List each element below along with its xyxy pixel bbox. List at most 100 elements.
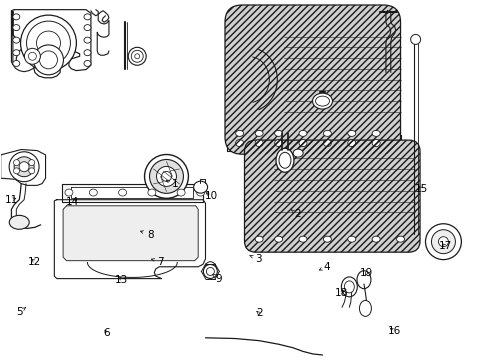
Ellipse shape <box>14 168 20 174</box>
Ellipse shape <box>119 189 126 196</box>
Ellipse shape <box>161 171 171 181</box>
Ellipse shape <box>347 140 355 147</box>
Text: 19: 19 <box>359 268 372 278</box>
FancyBboxPatch shape <box>244 140 419 252</box>
Ellipse shape <box>19 162 29 172</box>
Ellipse shape <box>13 24 20 31</box>
Ellipse shape <box>299 236 306 242</box>
Ellipse shape <box>177 189 185 196</box>
Ellipse shape <box>9 152 39 182</box>
Ellipse shape <box>89 189 97 196</box>
Ellipse shape <box>279 152 290 168</box>
Ellipse shape <box>13 37 20 43</box>
Ellipse shape <box>356 271 370 289</box>
Ellipse shape <box>371 130 379 136</box>
Text: 9: 9 <box>212 274 222 284</box>
Ellipse shape <box>359 300 371 316</box>
Text: 5: 5 <box>16 307 25 317</box>
Ellipse shape <box>147 189 156 196</box>
Ellipse shape <box>255 140 263 147</box>
Ellipse shape <box>13 60 20 67</box>
Ellipse shape <box>144 154 188 198</box>
Ellipse shape <box>235 140 243 147</box>
Ellipse shape <box>13 14 20 20</box>
Polygon shape <box>54 200 205 279</box>
Polygon shape <box>11 10 91 78</box>
Ellipse shape <box>84 14 91 20</box>
Text: 18: 18 <box>334 288 347 298</box>
Ellipse shape <box>14 157 34 177</box>
Text: 3: 3 <box>249 254 261 264</box>
Ellipse shape <box>341 277 357 297</box>
Ellipse shape <box>196 189 204 196</box>
Ellipse shape <box>128 47 146 65</box>
Ellipse shape <box>255 236 263 242</box>
Ellipse shape <box>84 37 91 43</box>
Ellipse shape <box>396 236 404 242</box>
Ellipse shape <box>135 54 140 59</box>
Text: 13: 13 <box>115 275 128 285</box>
Ellipse shape <box>255 130 263 136</box>
Ellipse shape <box>14 159 20 166</box>
Ellipse shape <box>28 52 36 60</box>
Ellipse shape <box>299 130 306 136</box>
Ellipse shape <box>131 50 143 62</box>
Polygon shape <box>0 149 45 185</box>
Polygon shape <box>13 12 65 72</box>
Ellipse shape <box>323 130 331 136</box>
Ellipse shape <box>20 15 76 71</box>
Polygon shape <box>71 187 193 198</box>
Ellipse shape <box>65 189 73 196</box>
Text: 6: 6 <box>103 328 110 338</box>
Ellipse shape <box>156 166 176 186</box>
Ellipse shape <box>323 236 331 242</box>
Ellipse shape <box>430 230 454 254</box>
Text: 11: 11 <box>5 195 18 205</box>
Ellipse shape <box>9 215 29 229</box>
Ellipse shape <box>149 159 183 193</box>
Ellipse shape <box>410 35 420 44</box>
Text: 2: 2 <box>255 309 262 318</box>
Ellipse shape <box>84 60 91 67</box>
Ellipse shape <box>13 50 20 56</box>
Ellipse shape <box>34 45 63 75</box>
Text: 10: 10 <box>204 191 218 201</box>
Ellipse shape <box>299 140 306 147</box>
Ellipse shape <box>204 262 216 278</box>
Ellipse shape <box>40 51 57 69</box>
Ellipse shape <box>193 181 207 193</box>
Text: 1: 1 <box>166 179 178 189</box>
Ellipse shape <box>274 140 282 147</box>
FancyBboxPatch shape <box>224 5 400 154</box>
Polygon shape <box>227 135 400 151</box>
Ellipse shape <box>323 140 331 147</box>
Polygon shape <box>61 184 203 202</box>
Ellipse shape <box>26 21 70 65</box>
Ellipse shape <box>206 267 214 275</box>
Ellipse shape <box>203 265 217 278</box>
Text: 16: 16 <box>387 326 401 336</box>
Text: 17: 17 <box>438 241 451 251</box>
Text: 15: 15 <box>413 184 427 194</box>
Ellipse shape <box>24 48 41 64</box>
Ellipse shape <box>274 236 282 242</box>
Text: 2: 2 <box>290 210 300 220</box>
Text: 12: 12 <box>28 257 41 267</box>
Ellipse shape <box>438 237 447 247</box>
Ellipse shape <box>292 149 303 157</box>
Ellipse shape <box>274 130 282 136</box>
Text: 14: 14 <box>66 197 80 207</box>
Ellipse shape <box>235 130 243 136</box>
Ellipse shape <box>29 159 35 166</box>
Text: 7: 7 <box>151 257 163 267</box>
Ellipse shape <box>84 24 91 31</box>
Ellipse shape <box>275 148 293 172</box>
Ellipse shape <box>347 236 355 242</box>
Ellipse shape <box>37 31 61 55</box>
Ellipse shape <box>344 281 354 293</box>
Text: 4: 4 <box>319 262 329 272</box>
Ellipse shape <box>347 130 355 136</box>
Ellipse shape <box>371 140 379 147</box>
Ellipse shape <box>371 236 379 242</box>
Ellipse shape <box>312 93 332 109</box>
